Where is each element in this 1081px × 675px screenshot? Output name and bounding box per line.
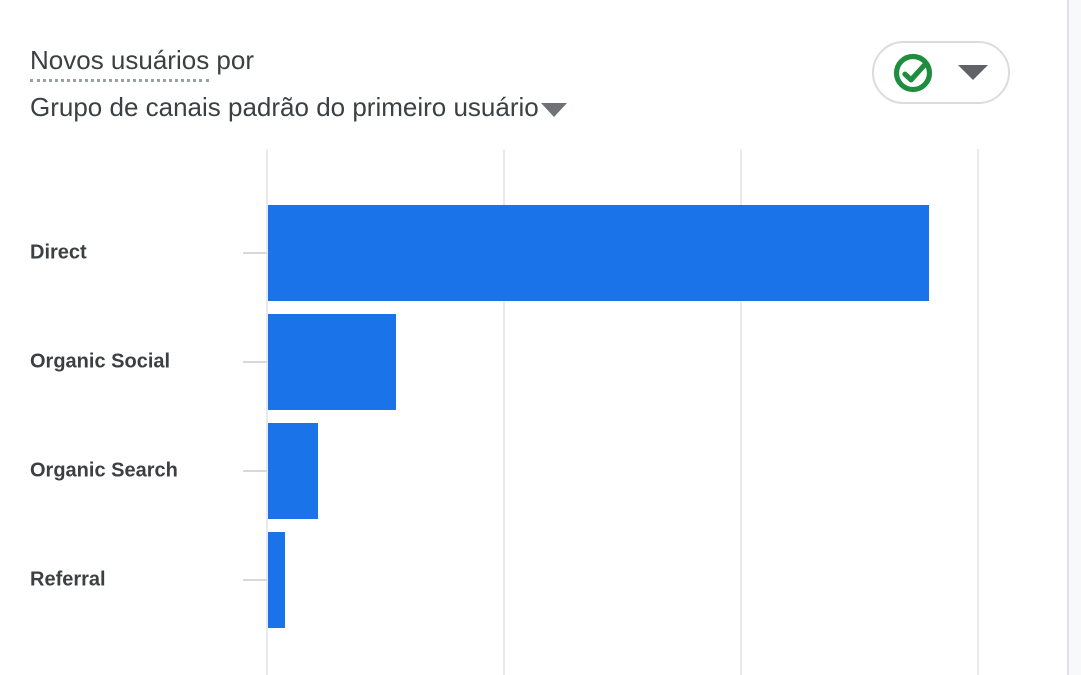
category-label: Organic Social bbox=[30, 350, 171, 373]
check-circle-icon bbox=[893, 53, 933, 92]
card-title: Novos usuários por Grupo de canais padrã… bbox=[30, 44, 567, 123]
x-gridline bbox=[739, 149, 742, 675]
x-gridline bbox=[976, 149, 979, 675]
x-gridline bbox=[502, 149, 505, 675]
category-label: Referral bbox=[30, 568, 106, 591]
bar-referral[interactable] bbox=[268, 532, 285, 628]
metric-suffix-text: por bbox=[209, 45, 255, 75]
y-axis-tick bbox=[243, 361, 267, 363]
dimension-label: Grupo de canais padrão do primeiro usuár… bbox=[30, 92, 539, 122]
y-axis-tick bbox=[243, 252, 267, 254]
category-label: Direct bbox=[30, 241, 87, 264]
page-background-strip bbox=[1069, 0, 1081, 675]
bar-organic-social[interactable] bbox=[268, 314, 396, 410]
card-edge-divider bbox=[1067, 0, 1069, 675]
bar-organic-search[interactable] bbox=[268, 423, 318, 519]
data-quality-button[interactable] bbox=[872, 41, 1010, 104]
bar-direct[interactable] bbox=[268, 205, 930, 301]
dimension-selector[interactable]: Grupo de canais padrão do primeiro usuár… bbox=[30, 91, 567, 123]
y-axis-tick bbox=[243, 470, 267, 472]
dropdown-caret-icon bbox=[958, 65, 988, 80]
dropdown-caret-icon bbox=[540, 103, 567, 117]
y-axis-tick bbox=[243, 579, 267, 581]
metric-title-line: Novos usuários por bbox=[30, 44, 567, 82]
x-gridline bbox=[266, 149, 268, 675]
category-label: Organic Search bbox=[30, 459, 178, 482]
metric-name-link[interactable]: Novos usuários bbox=[30, 45, 210, 82]
